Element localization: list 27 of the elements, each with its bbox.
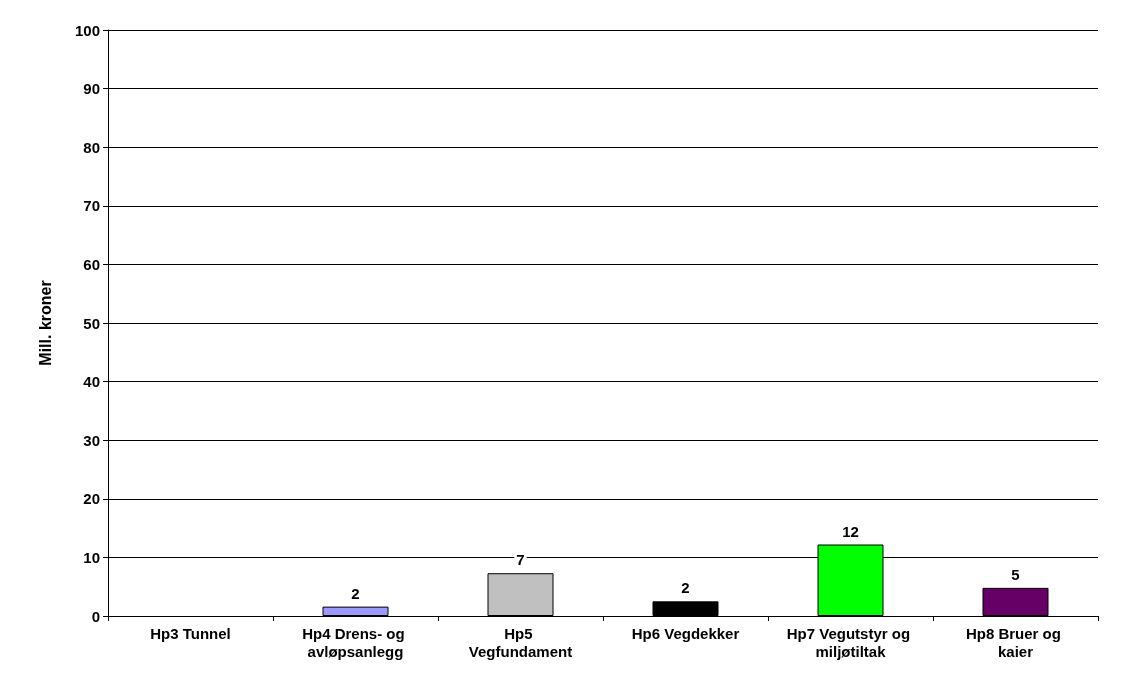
y-tick-label: 40 bbox=[83, 373, 100, 391]
data-label: 2 bbox=[351, 584, 360, 602]
bar bbox=[322, 606, 389, 616]
y-tick-label: 10 bbox=[83, 548, 100, 566]
bar bbox=[652, 601, 719, 616]
y-tick-label: 50 bbox=[83, 314, 100, 332]
y-tick-label: 70 bbox=[83, 197, 100, 215]
bar bbox=[982, 587, 1049, 616]
x-tick-label: Hp5 Vegfundament bbox=[468, 624, 573, 660]
data-label: 5 bbox=[1011, 565, 1020, 583]
y-tick-label: 20 bbox=[83, 490, 100, 508]
y-tick-label: 60 bbox=[83, 255, 100, 273]
x-tick-label: Hp4 Drens- og avløpsanlegg bbox=[302, 624, 409, 660]
y-tick-label: 90 bbox=[83, 80, 100, 98]
y-axis-title: Mill. kroner bbox=[36, 280, 54, 366]
y-tick-label: 80 bbox=[83, 138, 100, 156]
bar bbox=[487, 573, 554, 616]
x-tick-label: Hp8 Bruer og kaier bbox=[965, 624, 1066, 660]
x-tick-label: Hp6 Vegdekker bbox=[631, 624, 740, 642]
x-tick-label: Hp3 Tunnel bbox=[150, 624, 231, 642]
data-label: 2 bbox=[681, 579, 690, 597]
data-label: 7 bbox=[516, 551, 525, 569]
x-tick-label: Hp7 Vegutstyr og miljøtiltak bbox=[786, 624, 915, 660]
data-label: 12 bbox=[842, 522, 859, 540]
y-tick-label: 30 bbox=[83, 431, 100, 449]
y-tick-label: 0 bbox=[91, 607, 100, 625]
y-tick-label: 100 bbox=[74, 21, 100, 39]
